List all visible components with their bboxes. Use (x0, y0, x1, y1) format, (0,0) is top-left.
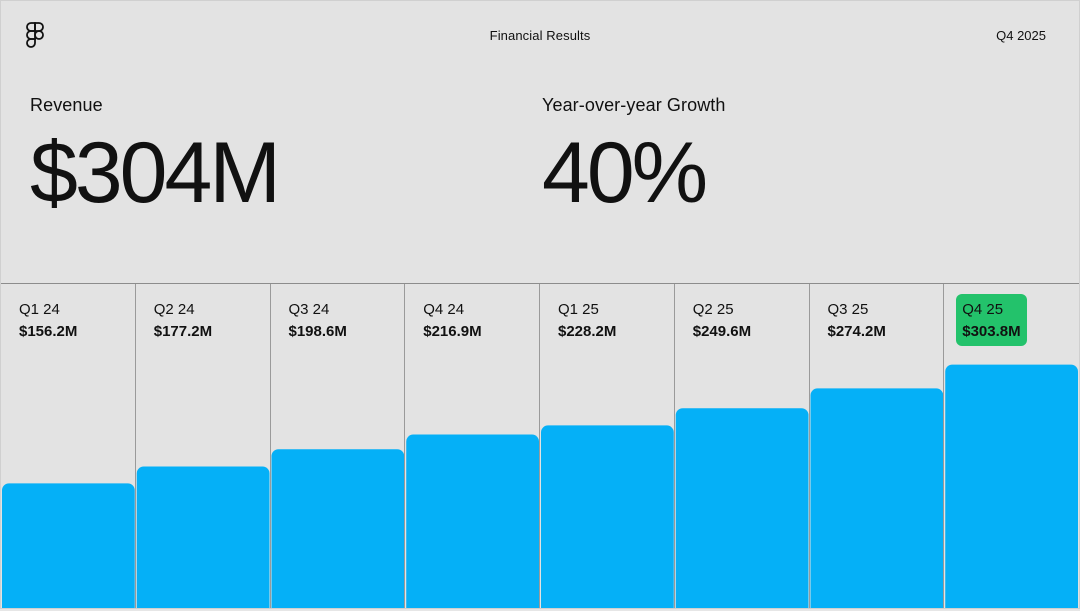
current-quarter-badge: Q4 25 $303.8M (956, 294, 1027, 346)
revenue-kpi: Revenue $304M (30, 95, 281, 221)
header: Financial Results Q4 2025 (1, 1, 1079, 71)
growth-label: Year-over-year Growth (542, 95, 726, 115)
quarter-label: Q4 24 (423, 301, 465, 318)
quarter-label-box: Q1 24 $156.2M (13, 294, 83, 346)
bar-q3-24 (271, 449, 405, 608)
quarter-column: Q3 25 $274.2M (810, 284, 945, 608)
bar-q4-25 (945, 364, 1078, 608)
quarter-label: Q1 25 (558, 301, 599, 318)
quarter-value-label: $249.6M (692, 323, 752, 340)
quarter-value-label: $216.9M (423, 323, 482, 340)
bar-q3-25 (810, 388, 944, 608)
quarter-label: Q1 24 (19, 301, 60, 318)
quarter-column: Q2 24 $177.2M (136, 284, 271, 608)
quarter-column: Q4 25 $303.8M (944, 284, 1079, 608)
quarter-column: Q1 25 $228.2M (540, 284, 675, 608)
quarter-column: Q2 25 $249.6M (675, 284, 810, 608)
quarter-value-label: $274.2M (827, 323, 886, 340)
quarter-label: Q2 25 (692, 301, 734, 318)
revenue-label: Revenue (30, 95, 103, 115)
bar-q1-25 (541, 425, 674, 608)
quarter-column: Q3 24 $198.6M (271, 284, 406, 608)
growth-value: 40% (542, 125, 708, 221)
header-title: Financial Results (489, 28, 591, 43)
revenue-bar-chart: Q1 24 $156.2M Q2 24 $177.2M Q3 24 $198.6M Q4 2… (1, 283, 1079, 608)
bar-q4-24 (406, 434, 539, 608)
quarter-value-label: $177.2M (153, 323, 213, 340)
quarter-value-label: $303.8M (962, 323, 1021, 340)
quarter-value-label: $228.2M (558, 323, 617, 340)
bar-q2-25 (675, 408, 809, 608)
quarter-label-box: Q3 25 $274.2M (822, 294, 892, 346)
header-period: Q4 2025 (996, 28, 1046, 43)
quarter-label: Q2 24 (153, 301, 195, 318)
quarter-label-box: Q2 24 $177.2M (148, 294, 218, 346)
bar-q2-24 (136, 466, 270, 608)
quarter-value-label: $198.6M (288, 323, 347, 340)
quarter-label-box: Q2 25 $249.6M (687, 294, 757, 346)
revenue-value: $304M (30, 125, 281, 221)
quarter-label: Q3 24 (288, 301, 330, 318)
quarter-value-label: $156.2M (19, 323, 78, 340)
growth-kpi: Year-over-year Growth 40% (542, 95, 726, 216)
quarter-label-box: Q1 25 $228.2M (552, 294, 622, 346)
quarter-column: Q1 24 $156.2M (1, 284, 136, 608)
quarter-column: Q4 24 $216.9M (405, 284, 540, 608)
quarter-label-box: Q4 24 $216.9M (417, 294, 487, 346)
bar-chart-canvas (2, 364, 1078, 608)
bar-q1-24 (2, 483, 135, 608)
quarter-label-box: Q3 24 $198.6M (283, 294, 353, 346)
quarter-label: Q3 25 (827, 301, 869, 318)
quarter-label: Q4 25 (962, 301, 1004, 318)
figma-logo-icon (26, 22, 44, 48)
